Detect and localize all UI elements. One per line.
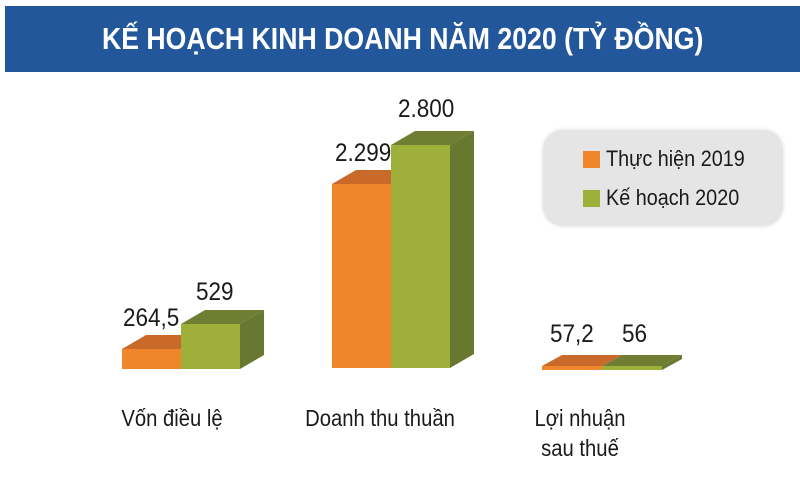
bar-2020-front (602, 366, 662, 370)
bar-group-loi-nhuan (542, 355, 682, 370)
bar-2020-side (240, 310, 264, 369)
bar-2019-top (542, 355, 622, 366)
bar-2020-front (391, 145, 450, 368)
category-label-doanh-thu-thuan: Doanh thu thuần (305, 405, 455, 431)
bar-2019-front (122, 349, 181, 369)
bar-2019-front (332, 184, 391, 368)
value-label: 264,5 (123, 304, 179, 332)
bar-2020-top (181, 310, 264, 324)
bar-group-doanh-thu-thuan (332, 131, 474, 368)
bar-2020-front (181, 324, 240, 369)
legend-swatch-orange (583, 150, 600, 168)
category-label-loi-nhuan-line1: Lợi nhuận (534, 405, 626, 431)
bar-2020-top (602, 355, 682, 366)
legend-item-2020: Kế hoạch 2020 (583, 185, 754, 211)
chart-legend: Thực hiện 2019 Kế hoạch 2020 (543, 130, 783, 226)
bar-2020-top (391, 131, 474, 145)
value-label: 529 (196, 278, 234, 306)
legend-item-2019: Thực hiện 2019 (583, 146, 760, 172)
legend-label: Thực hiện 2019 (606, 146, 745, 171)
value-label: 56 (622, 320, 647, 348)
chart-title: KẾ HOẠCH KINH DOANH NĂM 2020 (TỶ ĐỒNG) (101, 21, 704, 56)
bar-group-von-dieu-le (122, 310, 264, 369)
category-label-von-dieu-le: Vốn điều lệ (121, 405, 223, 431)
legend-label: Kế hoạch 2020 (606, 185, 740, 210)
value-label: 2.800 (398, 95, 454, 123)
category-label-loi-nhuan-line2: sau thuế (541, 435, 619, 461)
legend-swatch-green (583, 189, 600, 207)
bar-2020-side (662, 355, 682, 370)
title-banner: KẾ HOẠCH KINH DOANH NĂM 2020 (TỶ ĐỒNG) (5, 6, 800, 72)
value-label: 2.299 (335, 139, 391, 167)
bar-2019-front (542, 366, 602, 370)
bar-2020-side (450, 131, 474, 368)
value-label: 57,2 (550, 320, 594, 348)
